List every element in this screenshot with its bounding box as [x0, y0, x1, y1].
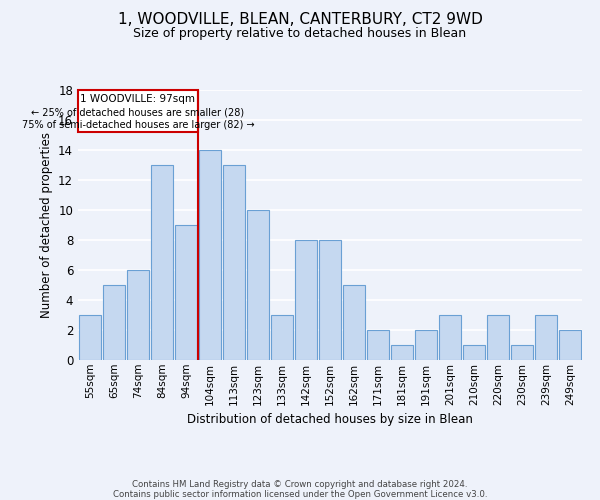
- Text: 1 WOODVILLE: 97sqm: 1 WOODVILLE: 97sqm: [80, 94, 196, 104]
- Bar: [175, 225, 197, 360]
- Bar: [439, 315, 461, 360]
- FancyBboxPatch shape: [78, 90, 198, 132]
- Text: ← 25% of detached houses are smaller (28): ← 25% of detached houses are smaller (28…: [31, 108, 245, 118]
- Bar: [463, 345, 485, 360]
- Bar: [511, 345, 533, 360]
- Bar: [247, 210, 269, 360]
- Bar: [535, 315, 557, 360]
- Bar: [559, 330, 581, 360]
- Bar: [367, 330, 389, 360]
- Text: Contains HM Land Registry data © Crown copyright and database right 2024.
Contai: Contains HM Land Registry data © Crown c…: [113, 480, 487, 500]
- Bar: [79, 315, 101, 360]
- Bar: [127, 270, 149, 360]
- Bar: [415, 330, 437, 360]
- Y-axis label: Number of detached properties: Number of detached properties: [40, 132, 53, 318]
- Bar: [343, 285, 365, 360]
- Text: Size of property relative to detached houses in Blean: Size of property relative to detached ho…: [133, 28, 467, 40]
- Text: 75% of semi-detached houses are larger (82) →: 75% of semi-detached houses are larger (…: [22, 120, 254, 130]
- Bar: [295, 240, 317, 360]
- Text: 1, WOODVILLE, BLEAN, CANTERBURY, CT2 9WD: 1, WOODVILLE, BLEAN, CANTERBURY, CT2 9WD: [118, 12, 482, 28]
- Bar: [103, 285, 125, 360]
- Bar: [151, 165, 173, 360]
- Bar: [271, 315, 293, 360]
- Bar: [199, 150, 221, 360]
- Bar: [319, 240, 341, 360]
- Bar: [223, 165, 245, 360]
- Bar: [487, 315, 509, 360]
- Text: Distribution of detached houses by size in Blean: Distribution of detached houses by size …: [187, 412, 473, 426]
- Bar: [391, 345, 413, 360]
